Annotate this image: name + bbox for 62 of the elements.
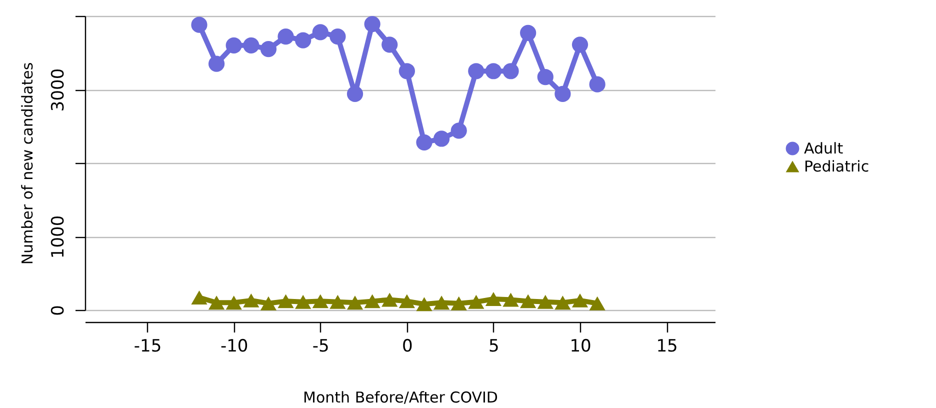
x-tick-label: -15 [134,336,162,356]
point [485,292,502,306]
point [572,293,588,308]
point [398,63,415,80]
point [346,296,364,310]
point [295,32,312,48]
point [226,37,242,54]
point [330,28,346,45]
point [433,130,450,147]
point [364,16,380,32]
point [520,24,536,41]
point [450,296,467,310]
point [364,294,380,308]
x-tick-label: 15 [656,336,678,356]
point [589,76,606,92]
point [450,122,467,139]
point [382,292,398,307]
point [278,28,294,45]
point [502,292,519,307]
point [346,86,364,102]
point [502,63,519,80]
legend-label: Adult [804,140,844,158]
y-tick-label: 0 [48,305,68,316]
point [433,296,450,310]
point [572,36,588,53]
point [260,296,277,310]
x-tick-label: 5 [488,336,500,356]
point [191,290,208,304]
y-tick-label: 1000 [48,215,68,259]
point [226,296,242,310]
point [243,293,260,308]
point [554,86,571,102]
y-axis-title: Number of new candidates [18,62,36,265]
x-axis-title: Month Before/After COVID [303,388,498,406]
x-tick-label: 0 [402,336,413,356]
y-tick-label: 3000 [48,68,68,112]
point [208,296,225,310]
point [260,41,277,58]
point [537,68,554,86]
point [312,24,328,40]
legend-label: Pediatric [804,158,870,176]
x-tick-label: 10 [570,336,592,356]
point [416,297,432,312]
point [191,16,208,33]
point [278,294,294,308]
x-tick-label: -5 [312,336,330,356]
point [468,63,484,80]
point [520,294,536,308]
point [295,294,312,309]
point [243,37,260,54]
point [382,36,398,53]
point [537,294,554,309]
point [416,134,432,150]
point [589,296,606,310]
point [330,294,346,309]
point [312,294,328,308]
point [398,294,415,308]
point [554,296,571,310]
x-tick-label: -10 [220,336,248,356]
point [485,63,502,80]
point [208,56,225,72]
point [468,294,484,309]
